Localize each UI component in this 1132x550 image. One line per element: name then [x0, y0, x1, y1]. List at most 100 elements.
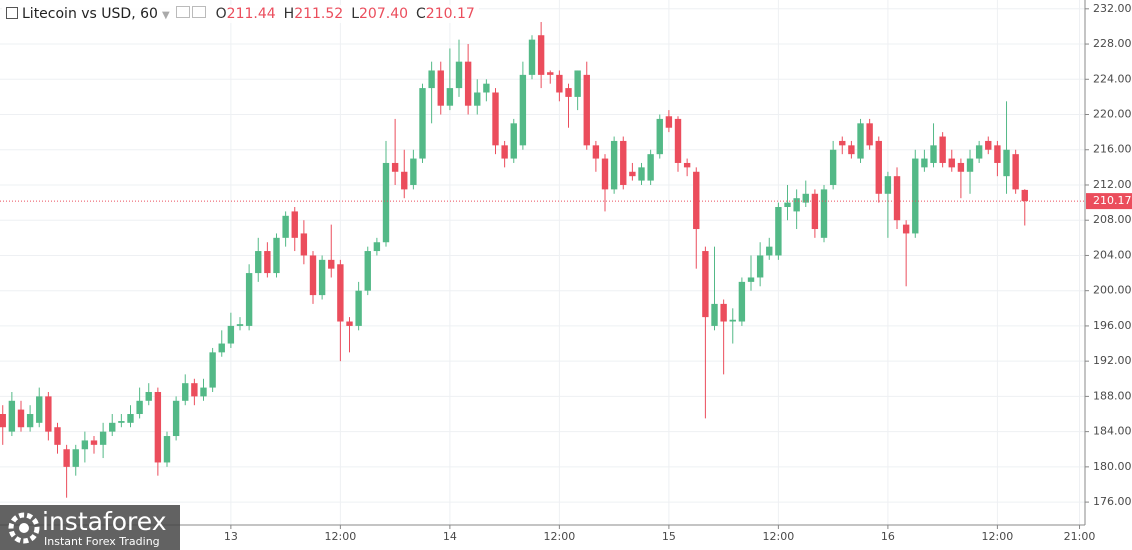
ohlc-key: O — [215, 6, 227, 22]
candle-body — [127, 414, 134, 423]
candle-body — [902, 224, 910, 234]
candle-body — [829, 149, 837, 185]
candle-body — [601, 158, 609, 190]
tagline: Instant Forex Trading — [44, 535, 160, 548]
candle-body — [328, 259, 335, 269]
candle-body — [209, 352, 216, 388]
candle-body — [574, 70, 581, 97]
candle-body — [282, 215, 289, 238]
candle-body — [136, 400, 143, 415]
candle-body — [273, 237, 280, 274]
ohlc-value: 210.17 — [425, 6, 475, 22]
y-tick-label: 208.00 — [1093, 213, 1132, 226]
candle-body — [236, 324, 244, 326]
candle-body — [26, 414, 34, 428]
candle-body — [519, 74, 527, 146]
candle-body — [820, 189, 828, 238]
candle-body — [355, 290, 362, 326]
x-tick-label: 12:00 — [325, 530, 357, 543]
candle-body — [747, 277, 755, 282]
candle-body — [309, 255, 317, 296]
candle-body — [793, 198, 800, 212]
candle-body — [437, 70, 444, 106]
collapse-icon[interactable] — [6, 7, 18, 19]
candle-body — [711, 303, 718, 326]
candle-body — [683, 162, 691, 168]
y-tick-label: 220.00 — [1093, 108, 1132, 121]
y-tick-label: 188.00 — [1093, 389, 1132, 402]
x-tick-label: 12:00 — [982, 530, 1014, 543]
icon[interactable] — [175, 6, 190, 18]
ohlc-key: L — [351, 6, 360, 22]
candle-body — [218, 343, 225, 353]
candle-body — [620, 140, 627, 185]
icon[interactable] — [191, 6, 206, 18]
candle-body — [36, 396, 43, 423]
candle-body — [163, 436, 171, 463]
candle-body — [912, 158, 919, 234]
candle-body — [994, 145, 1001, 163]
candle-body — [99, 431, 107, 445]
candle-body — [118, 421, 125, 423]
x-tick-label: 13 — [224, 530, 238, 543]
candle-body — [556, 74, 563, 93]
candle-body — [802, 193, 809, 203]
candle-body — [884, 176, 892, 194]
candle-body — [182, 383, 189, 401]
candle-body — [373, 242, 381, 252]
candle-body — [592, 145, 600, 159]
candle-body — [839, 140, 846, 146]
x-tick-label: 15 — [662, 530, 676, 543]
candle-body — [738, 281, 746, 322]
candle-body — [729, 319, 736, 322]
candle-body — [382, 162, 390, 243]
candle-body — [866, 123, 873, 146]
candle-body — [0, 414, 6, 428]
candle-body — [17, 409, 25, 428]
candle-body — [90, 440, 98, 445]
candle-body — [72, 449, 79, 467]
y-tick-label: 204.00 — [1093, 248, 1132, 261]
candle-body — [665, 116, 673, 128]
chart-header: Litecoin vs USD, 60 ▼ O211.44 H211.52 L207.4… — [2, 5, 479, 23]
candle-body — [8, 400, 16, 432]
candle-body — [948, 158, 955, 168]
candle-body — [720, 303, 727, 322]
candle-body — [1021, 189, 1028, 202]
x-tick-label: 12:00 — [544, 530, 576, 543]
candle-body — [939, 136, 946, 163]
candle-body — [537, 35, 545, 75]
last-price-tag — [1086, 193, 1132, 210]
candle-body — [291, 211, 298, 238]
candle-body — [930, 145, 937, 163]
candle-body — [364, 251, 371, 291]
y-tick-label: 200.00 — [1093, 284, 1132, 297]
candle-body — [145, 391, 152, 401]
ohlc-key: H — [283, 6, 295, 22]
candle-body — [455, 61, 463, 89]
y-tick-label: 216.00 — [1093, 143, 1132, 156]
candle-body — [565, 88, 572, 97]
candle-body — [638, 167, 645, 181]
y-tick-label: 192.00 — [1093, 354, 1132, 367]
candle-body — [811, 193, 819, 230]
dropdown-icon[interactable]: ▼ — [161, 10, 170, 21]
candle-body — [474, 92, 481, 106]
candle-body — [245, 273, 253, 326]
watermark: instaforex Instant Forex Trading — [0, 505, 180, 550]
y-tick-label: 196.00 — [1093, 319, 1132, 332]
candle-body — [693, 171, 700, 230]
candle-body — [921, 158, 928, 168]
candle-body — [674, 118, 682, 163]
x-tick-label: 16 — [881, 530, 895, 543]
ohlc-value: 211.44 — [226, 6, 276, 22]
candle-body — [1012, 154, 1019, 190]
y-tick-label: 212.00 — [1093, 178, 1132, 191]
y-tick-label: 184.00 — [1093, 425, 1132, 438]
candle-body — [775, 207, 782, 256]
candle-body — [647, 154, 654, 181]
candle-body — [45, 396, 52, 432]
candle-body — [227, 325, 235, 344]
